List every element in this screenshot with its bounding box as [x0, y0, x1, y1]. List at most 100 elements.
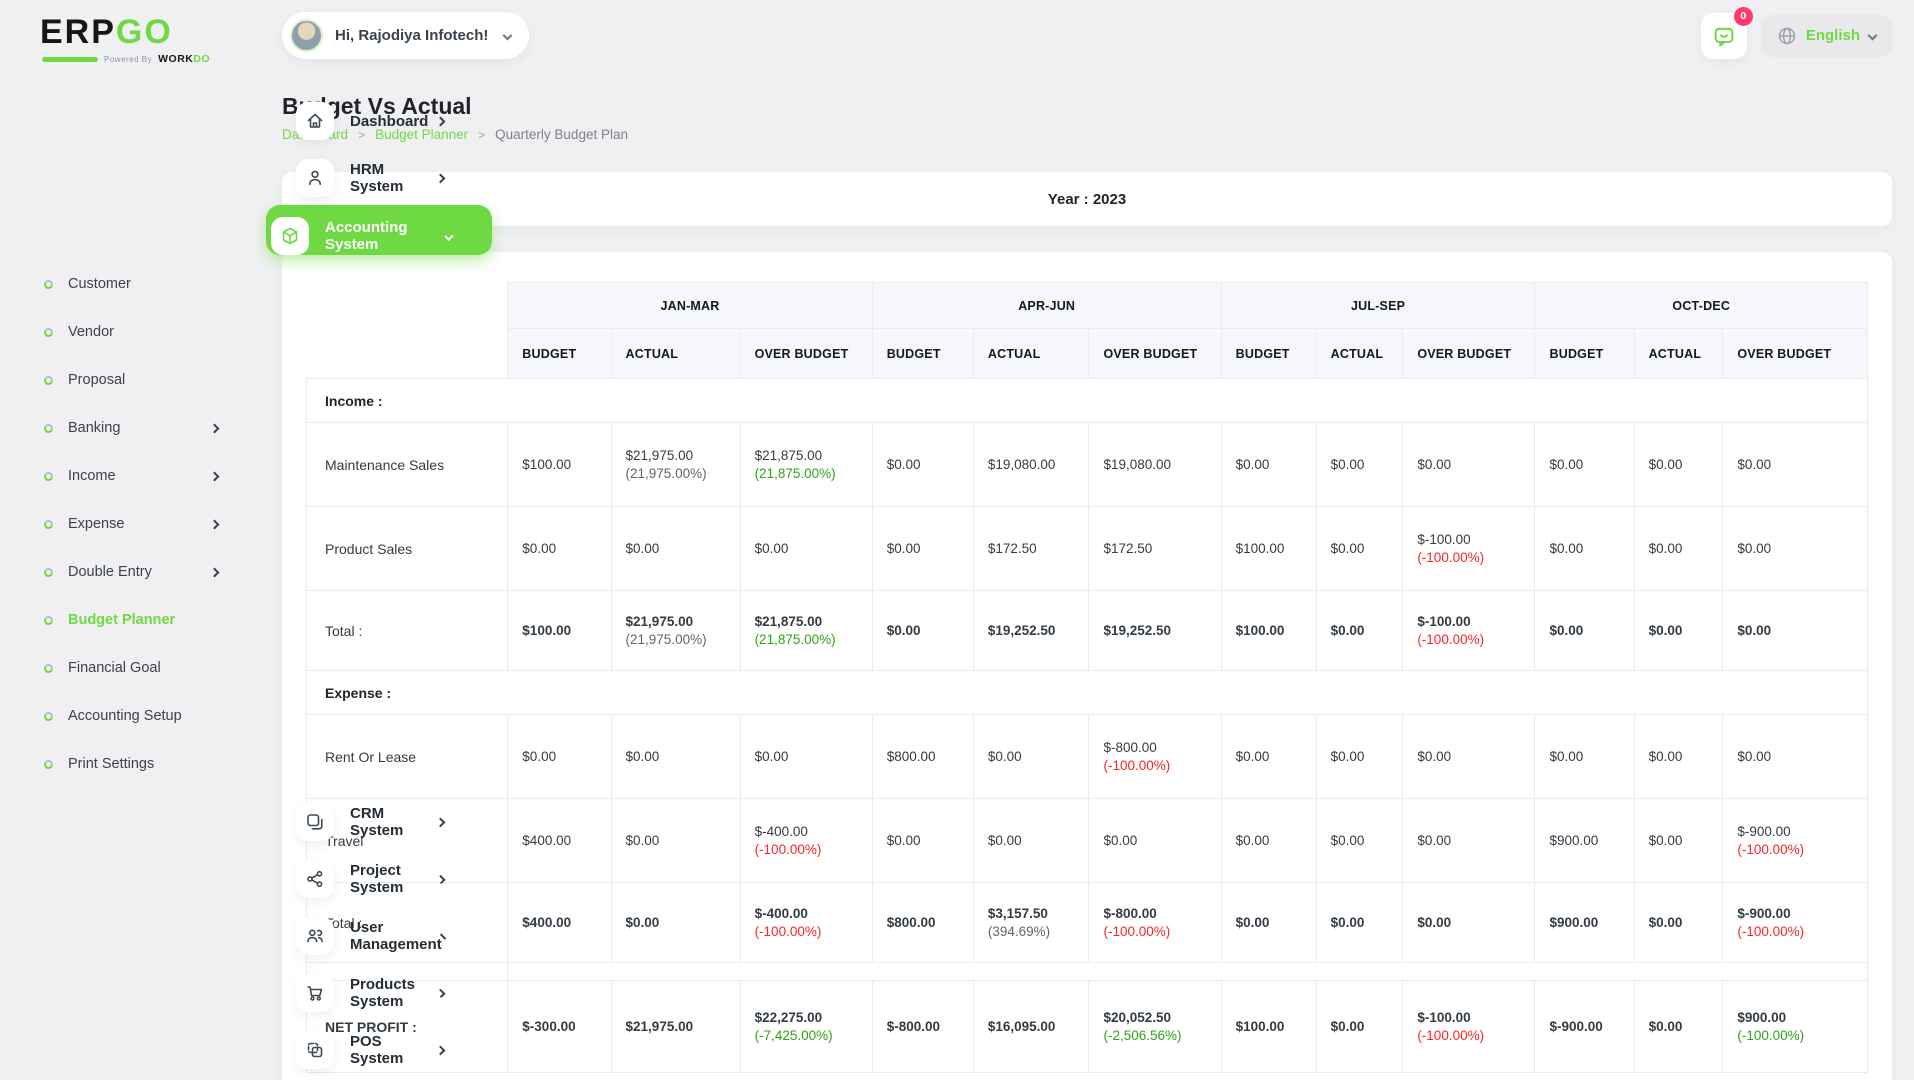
table-cell: $19,080.00 — [1088, 422, 1222, 507]
table-cell: $100.00 — [507, 422, 612, 507]
table-cell: $0.00 — [871, 506, 974, 591]
table-cell: $0.00 — [1633, 590, 1724, 671]
table-row-maintenance-sales: Maintenance Sales $100.00 $21,975.00 (21,97… — [305, 422, 1868, 507]
sidebar-item-label: Customer — [68, 276, 131, 293]
sidebar-item-proposal[interactable]: Proposal — [14, 360, 240, 400]
table-cell: $-300.00 — [507, 980, 612, 1073]
row-label: Product Sales — [305, 506, 509, 591]
sidebar-item-products-system[interactable]: Products System — [266, 963, 492, 1013]
sidebar-item-dashboard[interactable]: Dashboard — [266, 91, 492, 141]
bullet-dot-icon — [42, 518, 55, 531]
table-cell: $0.00 — [507, 714, 612, 799]
table-cell: $0.00 — [739, 506, 873, 591]
year-card: Year : 2023 — [282, 172, 1892, 226]
cube-icon — [271, 217, 309, 256]
breadcrumb-budget-planner[interactable]: Budget Planner — [375, 127, 469, 142]
row-label: Rent Or Lease — [305, 714, 509, 799]
column-header-over-budget: OVER BUDGET — [1088, 328, 1222, 379]
sidebar-item-label: Accounting System — [325, 219, 408, 254]
sidebar-item-label: Banking — [68, 420, 121, 437]
table-cell: $0.00 — [1402, 798, 1536, 883]
sidebar-item-customer[interactable]: Customer — [14, 264, 240, 304]
table-cell: $0.00 — [1633, 798, 1724, 883]
user-menu-button[interactable]: Hi, Rajodiya Infotech! — [282, 12, 530, 59]
sidebar: ERPGO Powered By WORKDO Dashboard HRM Sys… — [0, 0, 492, 1080]
sidebar-item-project-system[interactable]: Project System — [266, 849, 492, 899]
sidebar-item-label: Income — [68, 468, 116, 485]
table-cell: $900.00 — [1534, 882, 1635, 963]
table-cell: $3,157.50 (394.69%) — [972, 882, 1090, 963]
table-cell: $900.00 — [1534, 798, 1635, 883]
sidebar-item-financial-goal[interactable]: Financial Goal — [14, 648, 240, 688]
sidebar-item-vendor[interactable]: Vendor — [14, 312, 240, 352]
table-row-spacer — [305, 962, 1868, 981]
table-cell: $0.00 — [610, 882, 741, 963]
breadcrumb-separator: > — [478, 127, 486, 142]
sidebar-item-label: Budget Planner — [68, 612, 176, 629]
sidebar-item-hrm-system[interactable]: HRM System — [266, 148, 492, 198]
column-header-over-budget: OVER BUDGET — [1722, 328, 1868, 379]
table-cell: $-100.00 (-100.00%) — [1402, 590, 1536, 671]
sidebar-item-crm-system[interactable]: CRM System — [266, 792, 492, 842]
powered-by-label: Powered By — [104, 54, 153, 64]
sidebar-item-banking[interactable]: Banking — [14, 408, 240, 448]
users-icon — [296, 917, 334, 956]
table-cell: $0.00 — [972, 714, 1090, 799]
avatar — [290, 19, 323, 52]
sidebar-item-print-settings[interactable]: Print Settings — [14, 744, 240, 784]
table-cell: $-400.00 (-100.00%) — [739, 798, 873, 883]
table-cell: $20,052.50 (-2,506.56%) — [1088, 980, 1222, 1073]
table-cell: $-900.00 (-100.00%) — [1722, 798, 1868, 883]
sidebar-item-accounting-system[interactable]: Accounting System — [266, 205, 492, 256]
bullet-dot-icon — [42, 710, 55, 723]
table-cell: $0.00 — [871, 590, 974, 671]
notifications-button[interactable]: 0 — [1700, 6, 1753, 59]
bullet-dot-icon — [42, 374, 55, 387]
table-cell: $-400.00 (-100.00%) — [739, 882, 873, 963]
table-cell: $19,080.00 — [972, 422, 1090, 507]
sidebar-item-budget-planner[interactable]: Budget Planner — [14, 600, 240, 640]
table-cell: $-100.00 (-100.00%) — [1402, 506, 1536, 591]
table-cell: $22,275.00 (-7,425.00%) — [739, 980, 873, 1073]
table-cell: $0.00 — [1633, 714, 1724, 799]
language-selector[interactable]: English — [1760, 14, 1892, 57]
bullet-dot-icon — [42, 614, 55, 627]
sidebar-item-accounting-setup[interactable]: Accounting Setup — [14, 696, 240, 736]
sidebar-item-label: Expense — [68, 516, 125, 533]
table-cell: $19,252.50 — [972, 590, 1090, 671]
budget-table-card: JAN-MAR APR-JUN JUL-SEP OCT-DEC BUDGET ACTUAL… — [282, 252, 1892, 1080]
sidebar-item-label: Accounting Setup — [68, 708, 182, 725]
sidebar-item-label: POS System — [350, 1033, 404, 1068]
table-cell: $16,095.00 — [972, 980, 1090, 1073]
chevron-right-icon — [209, 423, 220, 434]
quarter-header-jul-sep: JUL-SEP — [1220, 282, 1536, 329]
sidebar-item-user-management[interactable]: User Management — [266, 906, 492, 956]
table-cell: $0.00 — [1633, 506, 1724, 591]
table-cell: $0.00 — [1315, 506, 1404, 591]
sidebar-item-pos-system[interactable]: POS System — [266, 1020, 492, 1070]
table-cell: $172.50 — [1088, 506, 1222, 591]
sidebar-item-income[interactable]: Income — [14, 456, 240, 496]
page-title: Budget Vs Actual — [282, 93, 472, 119]
topbar: Hi, Rajodiya Infotech! 0 English — [282, 6, 1892, 59]
table-cell: $0.00 — [1534, 422, 1635, 507]
table-cell: $0.00 — [1722, 590, 1868, 671]
table-row-net-profit: NET PROFIT : $-300.00 $21,975.00 $22,275.00… — [305, 980, 1868, 1073]
language-label: English — [1805, 27, 1860, 44]
sidebar-item-label: Products System — [350, 976, 416, 1011]
crm-icon — [296, 803, 334, 842]
breadcrumb: Dashboard>Budget Planner>Quarterly Budge… — [282, 127, 1892, 142]
sidebar-item-expense[interactable]: Expense — [14, 504, 240, 544]
cart-icon — [296, 974, 334, 1013]
table-cell: $0.00 — [1534, 590, 1635, 671]
bullet-dot-icon — [42, 758, 55, 771]
table-cell: $100.00 — [1220, 980, 1317, 1073]
table-cell: $0.00 — [1402, 882, 1536, 963]
table-cell: $-900.00 — [1534, 980, 1635, 1073]
table-cell: $0.00 — [1315, 798, 1404, 883]
column-header-over-budget: OVER BUDGET — [1402, 328, 1536, 379]
chevron-down-icon — [1867, 30, 1878, 41]
sidebar-item-double-entry[interactable]: Double Entry — [14, 552, 240, 592]
sidebar-item-label: User Management — [350, 919, 442, 954]
table-cell: $0.00 — [1722, 422, 1868, 507]
